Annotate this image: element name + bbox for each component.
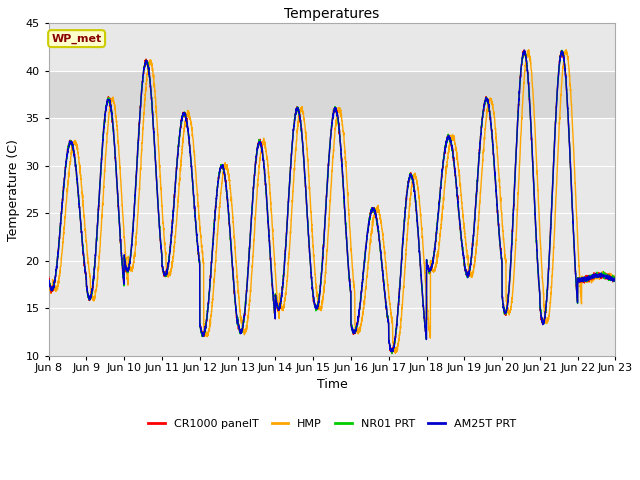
Title: Temperatures: Temperatures xyxy=(284,7,380,21)
X-axis label: Time: Time xyxy=(317,378,348,391)
Y-axis label: Temperature (C): Temperature (C) xyxy=(7,139,20,240)
Legend: CR1000 panelT, HMP, NR01 PRT, AM25T PRT: CR1000 panelT, HMP, NR01 PRT, AM25T PRT xyxy=(143,415,520,433)
Bar xyxy=(49,71,616,119)
Bar xyxy=(49,24,616,71)
Text: WP_met: WP_met xyxy=(51,34,102,44)
